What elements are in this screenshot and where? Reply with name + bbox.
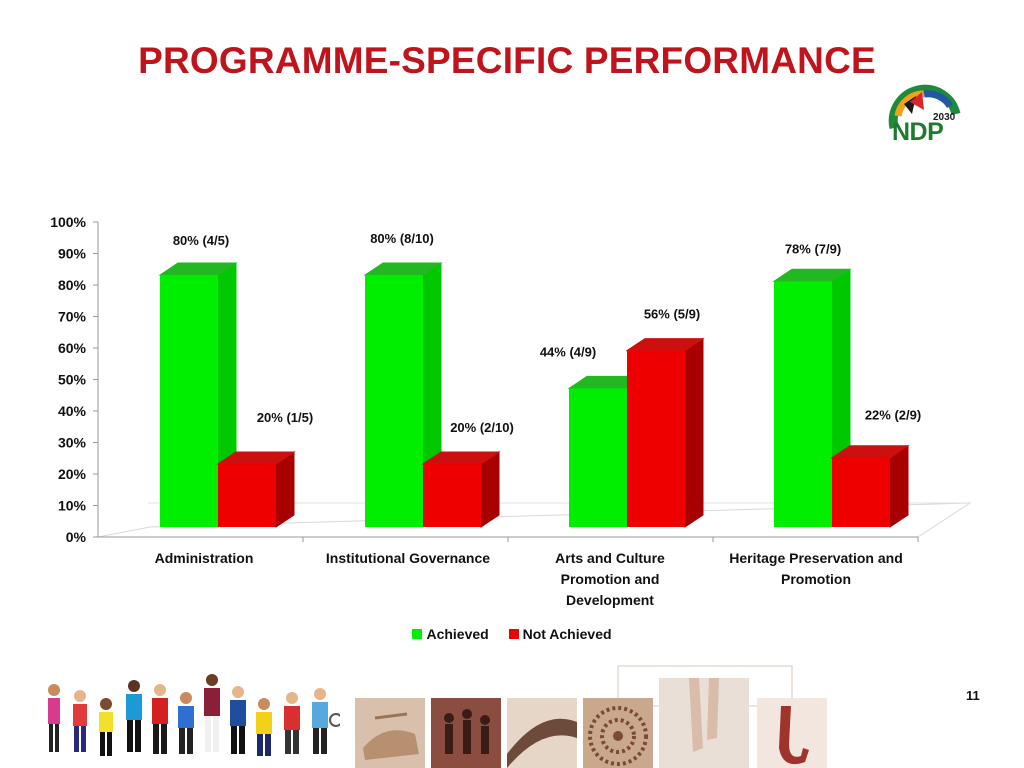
x-category-label: Heritage Preservation and bbox=[729, 550, 903, 566]
y-tick-label: 50% bbox=[58, 372, 87, 388]
saxophone-photo-icon bbox=[757, 698, 827, 768]
bar-not-achieved-side bbox=[480, 451, 500, 528]
data-label: 78% (7/9) bbox=[785, 241, 841, 256]
x-category-label: Arts and Culture bbox=[555, 550, 665, 566]
data-label: 44% (4/9) bbox=[540, 344, 596, 359]
bar-not-achieved-side bbox=[684, 337, 704, 528]
bar-achieved bbox=[569, 388, 627, 527]
kids-figures-icon bbox=[48, 674, 340, 756]
slide-title: PROGRAMME-SPECIFIC PERFORMANCE bbox=[138, 40, 876, 81]
legend-item-not-achieved: Not Achieved bbox=[508, 626, 612, 642]
x-category-label: Promotion and bbox=[561, 571, 660, 587]
beadwork-photo-icon bbox=[583, 698, 653, 768]
data-label: 80% (8/10) bbox=[370, 231, 434, 246]
legend-swatch-achieved bbox=[412, 629, 423, 639]
data-label: 22% (2/9) bbox=[865, 408, 921, 423]
y-tick-label: 40% bbox=[58, 403, 87, 419]
x-category-label: Development bbox=[566, 592, 654, 608]
bar-not-achieved-side bbox=[275, 451, 295, 528]
bar-achieved bbox=[774, 281, 832, 527]
bar-achieved bbox=[365, 275, 423, 527]
ndp-logo: 2030 NDP bbox=[884, 84, 966, 156]
x-category-label: Institutional Governance bbox=[326, 550, 490, 566]
y-tick-label: 0% bbox=[66, 529, 87, 545]
bar-not-achieved bbox=[627, 350, 685, 527]
y-tick-label: 80% bbox=[58, 277, 87, 293]
y-tick-label: 10% bbox=[58, 498, 87, 514]
ndp-logo-emblem-icon bbox=[888, 84, 961, 129]
y-tick-label: 60% bbox=[58, 340, 87, 356]
bar-not-achieved bbox=[218, 464, 276, 527]
sports-kids-image bbox=[48, 674, 340, 756]
ndp-logo-text: NDP bbox=[892, 118, 944, 146]
y-tick-label: 70% bbox=[58, 309, 87, 325]
page-number: 11 bbox=[966, 688, 980, 703]
performance-chart: 0% 10% 20% 30% 40% 50% 60% 70% 80% 90% 100% 80% (4… bbox=[50, 214, 972, 608]
chart-legend: Achieved Not Achieved bbox=[0, 626, 1024, 642]
bar-not-achieved bbox=[423, 464, 481, 527]
film-photo-icon bbox=[507, 698, 577, 768]
legend-label-achieved: Achieved bbox=[426, 626, 489, 642]
data-label: 20% (1/5) bbox=[257, 410, 313, 425]
bar-not-achieved-side bbox=[889, 444, 909, 528]
dancers-photo-icon bbox=[431, 698, 501, 768]
data-label: 20% (2/10) bbox=[450, 420, 514, 435]
legend-item-achieved: Achieved bbox=[412, 626, 489, 642]
legend-swatch-not-achieved bbox=[508, 629, 519, 639]
bar-achieved bbox=[160, 275, 218, 527]
y-tick-label: 30% bbox=[58, 435, 87, 451]
data-label: 56% (5/9) bbox=[644, 307, 700, 322]
x-category-label: Promotion bbox=[781, 571, 851, 587]
legend-label-not-achieved: Not Achieved bbox=[522, 626, 612, 642]
hands-photo-icon bbox=[355, 698, 425, 768]
data-label: 80% (4/5) bbox=[173, 233, 229, 248]
bar-not-achieved bbox=[832, 457, 890, 527]
ndp-logo-year: 2030 bbox=[933, 112, 956, 123]
y-tick-label: 90% bbox=[58, 246, 87, 262]
y-tick-label: 20% bbox=[58, 466, 87, 482]
x-category-label: Administration bbox=[155, 550, 254, 566]
y-tick-label: 100% bbox=[50, 214, 86, 230]
ballet-photo-icon bbox=[659, 678, 749, 768]
